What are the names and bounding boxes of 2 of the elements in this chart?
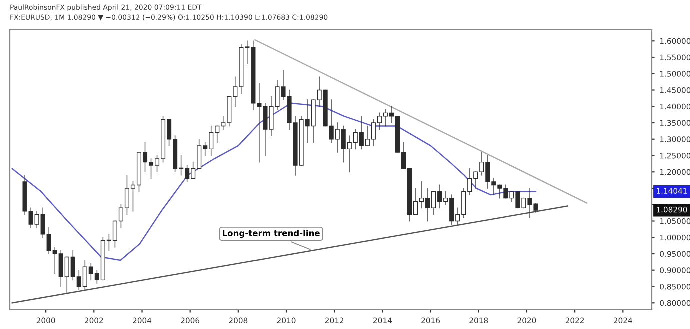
annotation: Long-term trend-line [223,230,320,238]
line-series [12,102,537,262]
